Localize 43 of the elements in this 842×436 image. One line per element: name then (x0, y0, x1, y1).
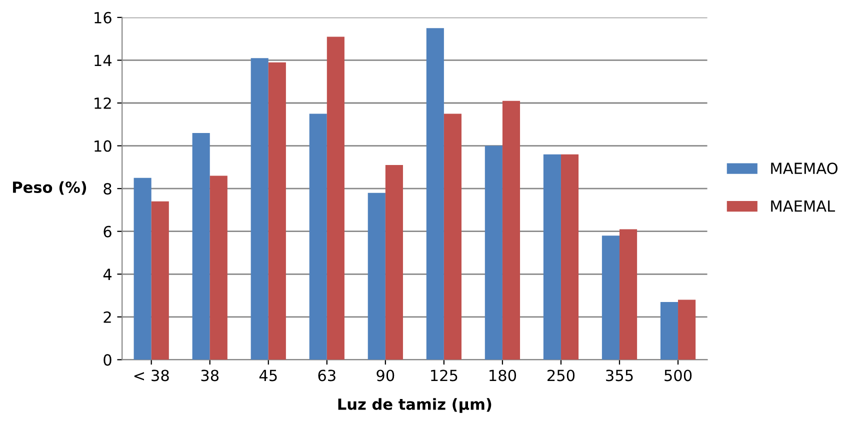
y-tick-label: 12 (94, 97, 111, 109)
y-tick-label: 14 (94, 54, 112, 66)
bar (502, 100, 520, 360)
x-tick-label: 355 (606, 370, 633, 382)
bar (444, 114, 462, 360)
bar (678, 300, 696, 360)
bar (210, 176, 228, 360)
y-tick-label: 6 (104, 226, 112, 238)
bar (192, 132, 210, 360)
x-tick-label: 125 (431, 370, 458, 382)
x-tick-label: 250 (548, 370, 575, 382)
legend-label: MAEMAL (771, 200, 836, 212)
x-axis-title: Luz de tamiz (μm) (338, 398, 492, 413)
bar (250, 58, 268, 360)
y-tick-label: 16 (94, 12, 112, 24)
bar (660, 302, 678, 360)
y-tick-label: 8 (104, 183, 112, 195)
x-tick-label: 38 (201, 370, 219, 382)
bar (620, 229, 638, 360)
y-axis-title: Peso (%) (13, 181, 86, 195)
x-tick-label: 500 (664, 370, 692, 382)
x-tick-label: 180 (490, 370, 516, 382)
x-tick-label: 63 (318, 370, 336, 382)
y-tick-label: 0 (104, 354, 112, 366)
x-tick-label: < 38 (134, 370, 169, 382)
bar (560, 154, 579, 360)
bar (151, 201, 169, 360)
legend-label: MAEMAO (771, 162, 838, 174)
bar (543, 154, 561, 360)
y-tick-label: 10 (94, 140, 112, 152)
bar (268, 62, 286, 360)
bar (602, 236, 620, 360)
bar (134, 178, 152, 360)
bar (426, 28, 444, 360)
x-tick-label: 45 (259, 370, 277, 382)
y-tick-label: 4 (103, 268, 112, 280)
x-tick-label: 90 (376, 370, 394, 382)
bar (385, 165, 403, 360)
bar (309, 114, 327, 360)
bar (484, 146, 502, 360)
bar (326, 36, 344, 360)
bar (368, 192, 386, 360)
y-tick-label: 2 (104, 311, 111, 323)
